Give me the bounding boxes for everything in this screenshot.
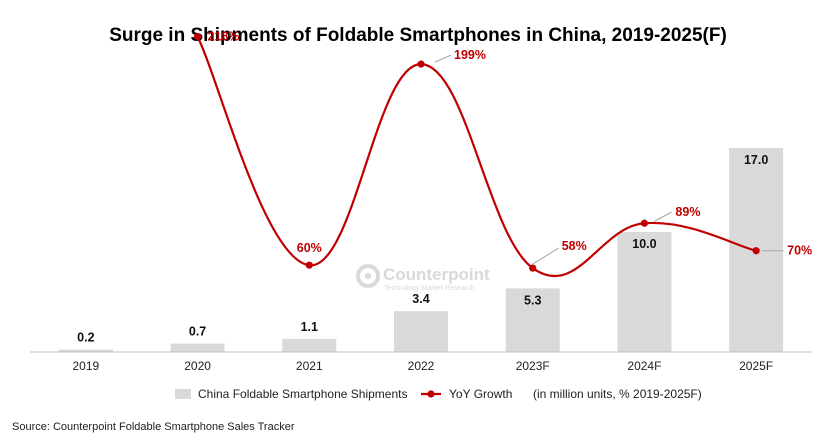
bar-2024f bbox=[617, 232, 672, 352]
bar-2022 bbox=[394, 311, 448, 352]
growth-point-2024f bbox=[640, 219, 649, 227]
bar-2023f bbox=[505, 288, 560, 352]
growth-value-label: 70% bbox=[787, 244, 812, 258]
bar-value-label: 3.4 bbox=[412, 292, 429, 306]
source-note: Source: Counterpoint Foldable Smartphone… bbox=[12, 421, 295, 433]
counterpoint-logo-icon bbox=[356, 264, 380, 288]
label-leader-line bbox=[434, 54, 452, 63]
chart-title: Surge in Shipments of Foldable Smartphon… bbox=[109, 25, 727, 46]
counterpoint-watermark: Counterpoint Technology Market Research bbox=[356, 264, 490, 292]
growth-point-2025f bbox=[752, 247, 760, 255]
growth-line-layer bbox=[193, 33, 784, 277]
legend-bar-label: China Foldable Smartphone Shipments bbox=[198, 387, 407, 401]
label-leader-line bbox=[532, 247, 559, 265]
growth-point-2022 bbox=[417, 60, 425, 68]
watermark-tagline: Technology Market Research bbox=[384, 285, 475, 292]
bar-2019 bbox=[58, 349, 113, 352]
x-tick-label: 2022 bbox=[408, 359, 435, 373]
bar-value-label: 17.0 bbox=[744, 153, 768, 167]
x-tick-label: 2021 bbox=[296, 359, 323, 373]
growth-point-2020 bbox=[193, 33, 202, 41]
watermark-name: Counterpoint bbox=[383, 265, 490, 284]
label-leader-line bbox=[654, 211, 672, 222]
yoy-growth-line bbox=[196, 36, 757, 277]
x-tick-label: 2025F bbox=[739, 359, 773, 373]
bar-value-label: 1.1 bbox=[301, 320, 318, 334]
bar-value-label: 5.3 bbox=[524, 293, 541, 307]
x-tick-label: 2023F bbox=[516, 359, 550, 373]
legend-note: (in million units, % 2019-2025F) bbox=[533, 387, 702, 401]
x-tick-label: 2024F bbox=[627, 359, 661, 373]
bar-2020 bbox=[170, 343, 225, 352]
x-tick-label: 2020 bbox=[184, 359, 211, 373]
legend-line-label: YoY Growth bbox=[449, 387, 512, 401]
growth-point-2023f bbox=[529, 264, 537, 272]
legend-bar-swatch bbox=[175, 389, 191, 399]
legend: China Foldable Smartphone Shipments YoY … bbox=[175, 387, 702, 401]
legend-line-marker bbox=[427, 390, 435, 398]
bar-2021 bbox=[282, 338, 337, 352]
growth-value-label: 60% bbox=[297, 241, 322, 255]
bar-value-label: 10.0 bbox=[632, 237, 656, 251]
growth-value-label: 89% bbox=[675, 205, 700, 219]
growth-value-label: 58% bbox=[562, 239, 587, 253]
bars-layer bbox=[58, 148, 784, 352]
data-labels-layer: 0.2 0.7 1.1 3.4 5.3 10.0 17.0 218% 60% 199% 58% 89%… bbox=[77, 30, 812, 345]
bar-value-label: 0.7 bbox=[189, 325, 206, 339]
growth-point-2021 bbox=[305, 261, 313, 269]
growth-value-label: 199% bbox=[454, 48, 486, 62]
growth-value-label: 218% bbox=[208, 30, 240, 44]
bar-value-label: 0.2 bbox=[77, 331, 94, 345]
x-tick-labels: 2019 2020 2021 2022 2023F 2024F 2025F bbox=[73, 359, 774, 373]
x-tick-label: 2019 bbox=[73, 359, 100, 373]
